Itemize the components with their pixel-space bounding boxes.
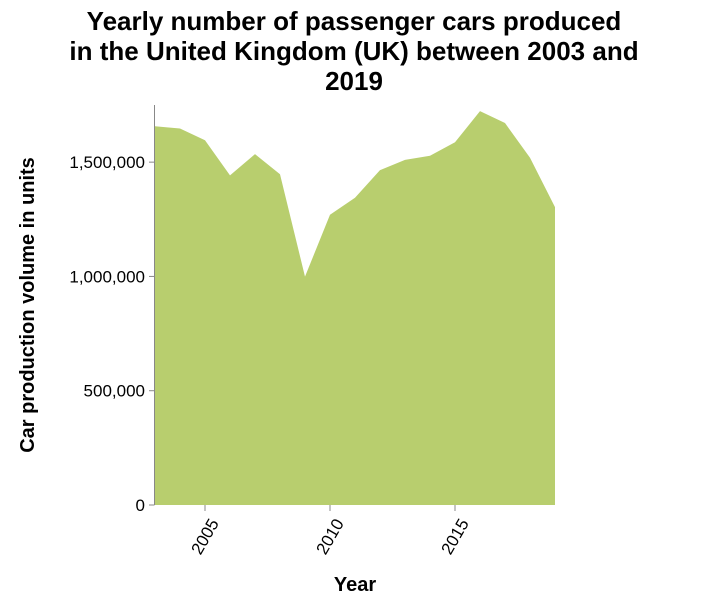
x-tick-label: 2010 <box>312 516 347 558</box>
x-axis: 2005 2010 2015 <box>187 505 473 558</box>
chart-title-line-2: in the United Kingdom (UK) between 2003 … <box>69 36 638 66</box>
chart-title-line-3: 2019 <box>325 66 383 96</box>
x-tick-label: 2005 <box>187 516 222 558</box>
x-tick-label: 2015 <box>437 516 472 558</box>
y-axis-title: Car production volume in units <box>17 157 39 453</box>
y-tick-label: 500,000 <box>84 382 145 401</box>
chart-title-line-1: Yearly number of passenger cars produced <box>87 6 622 36</box>
x-axis-title: Year <box>334 574 376 596</box>
area-series <box>155 111 555 506</box>
y-tick-label: 0 <box>136 496 145 515</box>
y-axis: 0 500,000 1,000,000 1,500,000 <box>69 153 155 515</box>
y-tick-label: 1,500,000 <box>69 153 145 172</box>
y-tick-label: 1,000,000 <box>69 267 145 286</box>
